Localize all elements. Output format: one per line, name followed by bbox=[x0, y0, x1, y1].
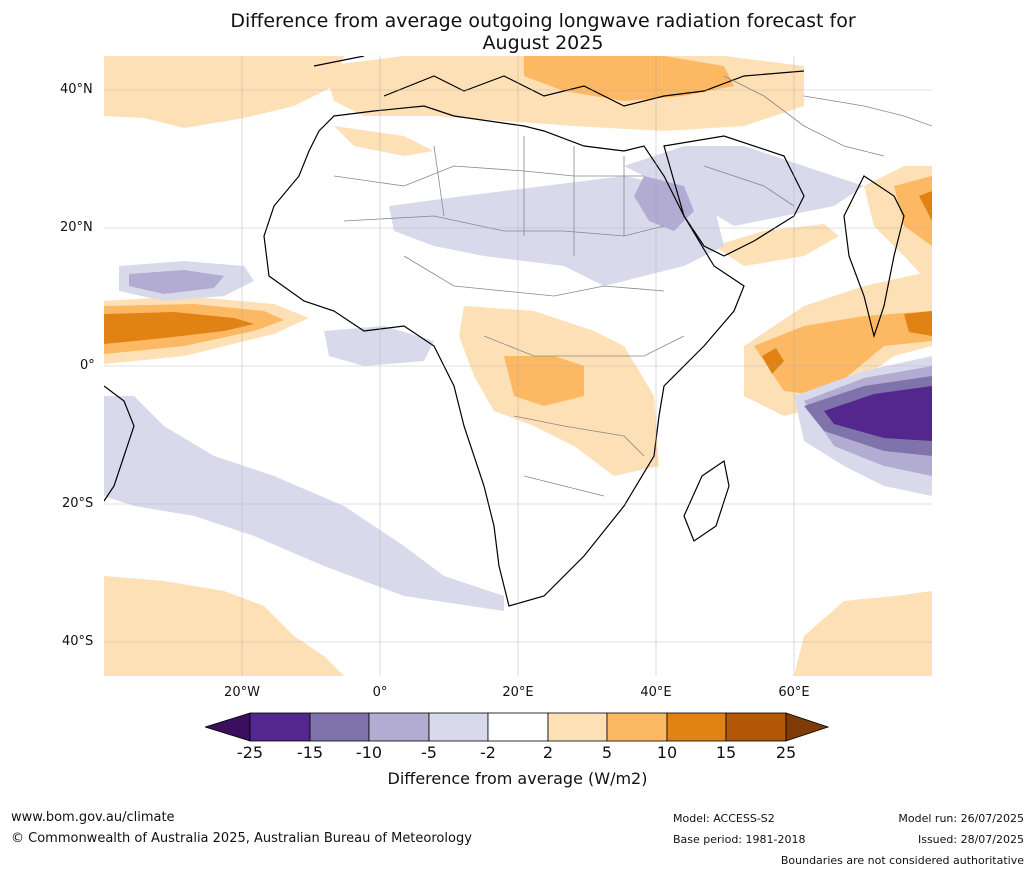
lon-label-40e: 40°E bbox=[640, 685, 672, 700]
lat-label-20n: 20°N bbox=[60, 220, 93, 235]
anomaly-area-arabian-sea-positive bbox=[714, 224, 839, 266]
anomaly-area-india-light-orange bbox=[894, 176, 932, 246]
footer-base-period: Base period: 1981-2018 bbox=[673, 833, 806, 846]
anomaly-area-south-indian-positive bbox=[794, 591, 932, 676]
colorbar-tick: -10 bbox=[355, 743, 383, 762]
arabia-coastline bbox=[663, 135, 805, 257]
anomaly-area-ocean-mid-orange bbox=[762, 348, 784, 374]
colorbar-segment-2 bbox=[309, 712, 370, 742]
anomaly-area-congo-light-orange bbox=[504, 356, 584, 406]
colorbar-segment-8 bbox=[666, 712, 727, 742]
colorbar-extend-high bbox=[785, 712, 830, 742]
colorbar bbox=[203, 712, 830, 742]
anomaly-area-india-mid-orange bbox=[919, 191, 932, 221]
lat-label-40n: 40°N bbox=[60, 82, 93, 97]
colorbar-tick: 25 bbox=[775, 743, 797, 762]
footer-model: Model: ACCESS-S2 bbox=[673, 812, 775, 825]
footer-model-run: Model run: 26/07/2025 bbox=[898, 812, 1024, 825]
lon-label-0: 0° bbox=[372, 685, 388, 700]
colorbar-tick: 10 bbox=[656, 743, 678, 762]
lon-label-20w: 20°W bbox=[224, 685, 260, 700]
colorbar-segment-3 bbox=[368, 712, 430, 742]
footer-copyright: © Commonwealth of Australia 2025, Austra… bbox=[11, 831, 472, 846]
colorbar-segment-7 bbox=[606, 712, 668, 742]
colorbar-tick: -5 bbox=[421, 743, 437, 762]
colorbar-segment-1 bbox=[249, 712, 311, 742]
anomaly-area-ocean-purple-dark bbox=[824, 386, 932, 441]
country-borders bbox=[333, 75, 932, 497]
anomaly-area-south-atlantic-negative bbox=[104, 396, 504, 611]
anomaly-area-north-atlantic-positive bbox=[104, 56, 344, 128]
colorbar-segment-6 bbox=[547, 712, 608, 742]
lat-label-20s: 20°S bbox=[62, 496, 94, 511]
colorbar-segment-9 bbox=[725, 712, 787, 742]
anomaly-map bbox=[104, 56, 932, 676]
anomaly-area-red-sea-negative bbox=[624, 146, 864, 226]
footer-disclaimer: Boundaries are not considered authoritat… bbox=[780, 854, 1024, 867]
title-line-2: August 2025 bbox=[482, 32, 604, 54]
colorbar-segment-4 bbox=[428, 712, 489, 742]
anomaly-area-gulf-guinea-negative bbox=[324, 326, 434, 366]
lat-label-40s: 40°S bbox=[62, 634, 94, 649]
lon-label-60e: 60°E bbox=[778, 685, 810, 700]
colorbar-extend-low bbox=[203, 712, 251, 742]
colorbar-tick: -2 bbox=[480, 743, 496, 762]
colorbar-tick: 15 bbox=[715, 743, 737, 762]
south-america-coastline bbox=[104, 385, 135, 502]
europe-coastline bbox=[313, 56, 805, 107]
africa-coastline bbox=[263, 105, 745, 607]
lat-label-0: 0° bbox=[80, 358, 95, 373]
footer-url-link[interactable]: www.bom.gov.au/climate bbox=[11, 810, 175, 825]
anomaly-area-atlantic-mid-orange bbox=[104, 312, 254, 344]
footer-issued: Issued: 28/07/2025 bbox=[917, 833, 1024, 846]
anomaly-area-arabian-mid-orange bbox=[904, 311, 932, 336]
anomaly-area-indian-ocean-light-orange bbox=[754, 311, 932, 396]
colorbar-graphic bbox=[203, 712, 830, 742]
colorbar-tick: -15 bbox=[296, 743, 324, 762]
anomaly-area-south-atlantic-positive bbox=[104, 576, 344, 676]
map-panel bbox=[104, 56, 932, 676]
anomaly-area-east-africa-purple bbox=[634, 176, 694, 231]
graticule bbox=[104, 56, 932, 676]
india-coastline bbox=[843, 175, 905, 339]
anomaly-area-atlantic-purple bbox=[129, 270, 224, 294]
colorbar-label: Difference from average (W/m2) bbox=[387, 769, 648, 788]
colorbar-tick: -25 bbox=[236, 743, 264, 762]
anomaly-area-north-africa-positive bbox=[334, 126, 434, 156]
colorbar-segment-5 bbox=[487, 712, 549, 742]
colorbar-tick: 5 bbox=[601, 743, 613, 762]
chart-title: Difference from average outgoing longwav… bbox=[0, 10, 1035, 54]
title-line-1: Difference from average outgoing longwav… bbox=[230, 10, 856, 32]
colorbar-tick: 2 bbox=[542, 743, 554, 762]
lon-label-20e: 20°E bbox=[502, 685, 534, 700]
madagascar-outline bbox=[683, 459, 730, 542]
